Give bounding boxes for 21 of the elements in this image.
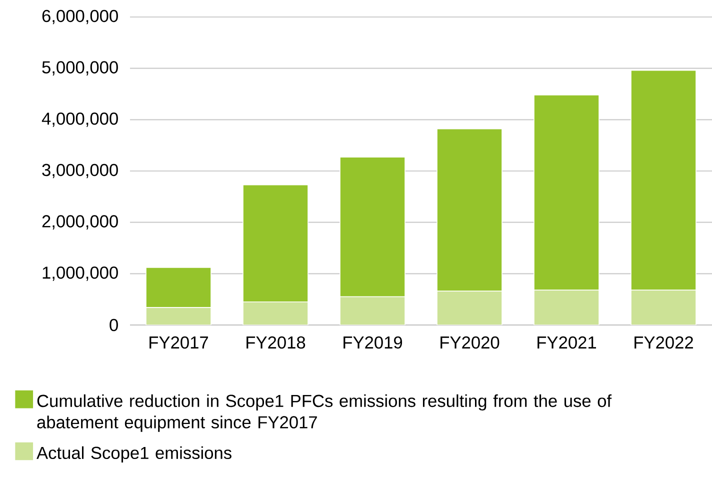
y-tick-label: 0 (110, 318, 118, 332)
x-tick-label: FY2021 (538, 336, 596, 349)
bar (242, 302, 308, 325)
x-tick-label: FY2022 (634, 336, 693, 349)
y-tick-label: 1,000,000 (42, 266, 118, 281)
bar (630, 290, 696, 325)
x-tick-label: FY2020 (440, 336, 500, 349)
legend-label: Actual Scope1 emissions (36, 446, 232, 462)
x-tick-label: FY2017 (150, 336, 208, 349)
x-tick-label: FY2018 (246, 336, 306, 349)
bar (436, 290, 502, 325)
legend-label: Cumulative reduction in Scope1 PFCs emissions resulting from the use of abatement equipment since FY2017 (37, 394, 612, 432)
y-tick-label: 5,000,000 (42, 61, 118, 76)
y-tick-label: 3,000,000 (42, 164, 118, 178)
x-tick-label: FY2019 (344, 336, 402, 349)
y-tick-label: 2,000,000 (42, 215, 118, 230)
bar (146, 307, 212, 325)
y-tick-label: 4,000,000 (42, 112, 118, 127)
y-tick-label: 6,000,000 (42, 10, 118, 24)
bar (340, 296, 406, 325)
bar (534, 290, 600, 325)
